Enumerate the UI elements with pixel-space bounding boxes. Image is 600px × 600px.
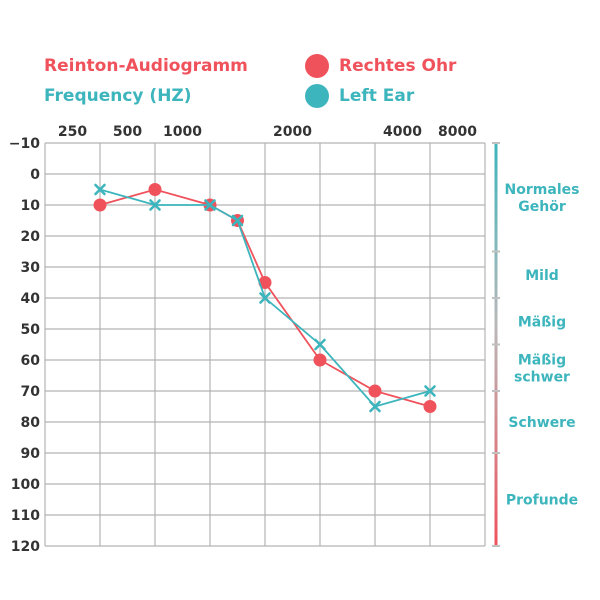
data-point-left-ear-stroke <box>259 292 271 304</box>
y-tick-label: 100 <box>11 477 40 493</box>
x-tick-label: 1000 <box>163 124 202 140</box>
data-point-left-ear-stroke <box>424 385 436 397</box>
legend-marker-right-ear <box>305 54 329 78</box>
y-tick-label: 0 <box>30 167 40 183</box>
data-point-left-ear-stroke <box>369 400 381 413</box>
data-point-right-ear <box>258 276 272 289</box>
chart-title: Reinton-Audiogramm <box>44 56 248 76</box>
data-point-right-ear <box>423 400 437 413</box>
data-point-left-ear-stroke <box>314 338 326 351</box>
x-tick-label: 250 <box>58 124 87 140</box>
y-tick-label: 50 <box>21 322 41 338</box>
data-point-right-ear <box>93 198 107 212</box>
data-point-left-ear <box>259 292 271 304</box>
y-tick-label: 120 <box>11 539 40 555</box>
x-tick-label: 4000 <box>383 124 422 140</box>
data-point-right-ear <box>368 384 382 398</box>
y-tick-label: 110 <box>11 508 40 524</box>
data-point-left-ear-stroke <box>231 214 244 227</box>
legend-label-right-ear: Rechtes Ohr <box>339 56 457 76</box>
severity-band-label: Normales <box>505 182 580 198</box>
series-line-left-ear <box>99 188 431 408</box>
y-tick-label: 30 <box>21 260 41 276</box>
x-tick-label: 8000 <box>438 124 477 140</box>
y-tick-label: 40 <box>21 291 41 307</box>
data-point-left-ear <box>149 199 161 211</box>
y-tick-label: 60 <box>21 353 41 369</box>
data-point-left-ear-stroke <box>204 199 216 211</box>
data-point-right-ear <box>148 183 162 196</box>
y-tick-label: 80 <box>21 415 41 431</box>
frequency-label: Frequency (HZ) <box>44 86 192 106</box>
severity-band-label: Mäßig <box>518 314 566 330</box>
severity-band-label: Mild <box>525 268 559 284</box>
data-point-left-ear-stroke <box>94 183 106 196</box>
y-tick-label: −10 <box>9 136 40 152</box>
data-point-left-ear <box>369 400 381 413</box>
severity-band-label: Gehör <box>518 199 566 215</box>
data-point-left-ear <box>94 183 106 196</box>
data-point-left-ear <box>204 199 216 211</box>
legend-marker-left-ear <box>305 84 329 108</box>
y-tick-label: 10 <box>21 198 41 214</box>
severity-band-label: Profunde <box>506 493 578 509</box>
data-point-right-ear <box>313 353 327 367</box>
y-tick-label: 90 <box>21 446 41 462</box>
data-point-left-ear <box>314 338 326 351</box>
data-point-left-ear <box>231 214 244 227</box>
x-tick-label: 2000 <box>273 124 312 140</box>
legend-item-left-ear: Left Ear <box>305 84 414 108</box>
x-tick-label: 500 <box>113 124 142 140</box>
severity-band-label: Mäßig <box>518 352 566 368</box>
data-point-left-ear-stroke <box>149 199 161 211</box>
legend-label-left-ear: Left Ear <box>339 86 415 106</box>
series-line-right-ear <box>99 188 431 408</box>
severity-band-label: schwer <box>514 369 570 385</box>
y-tick-label: 20 <box>21 229 41 245</box>
y-tick-label: 70 <box>21 384 41 400</box>
legend-item-right-ear: Rechtes Ohr <box>305 54 456 78</box>
data-point-left-ear <box>424 385 436 397</box>
severity-band-label: Schwere <box>508 415 575 431</box>
